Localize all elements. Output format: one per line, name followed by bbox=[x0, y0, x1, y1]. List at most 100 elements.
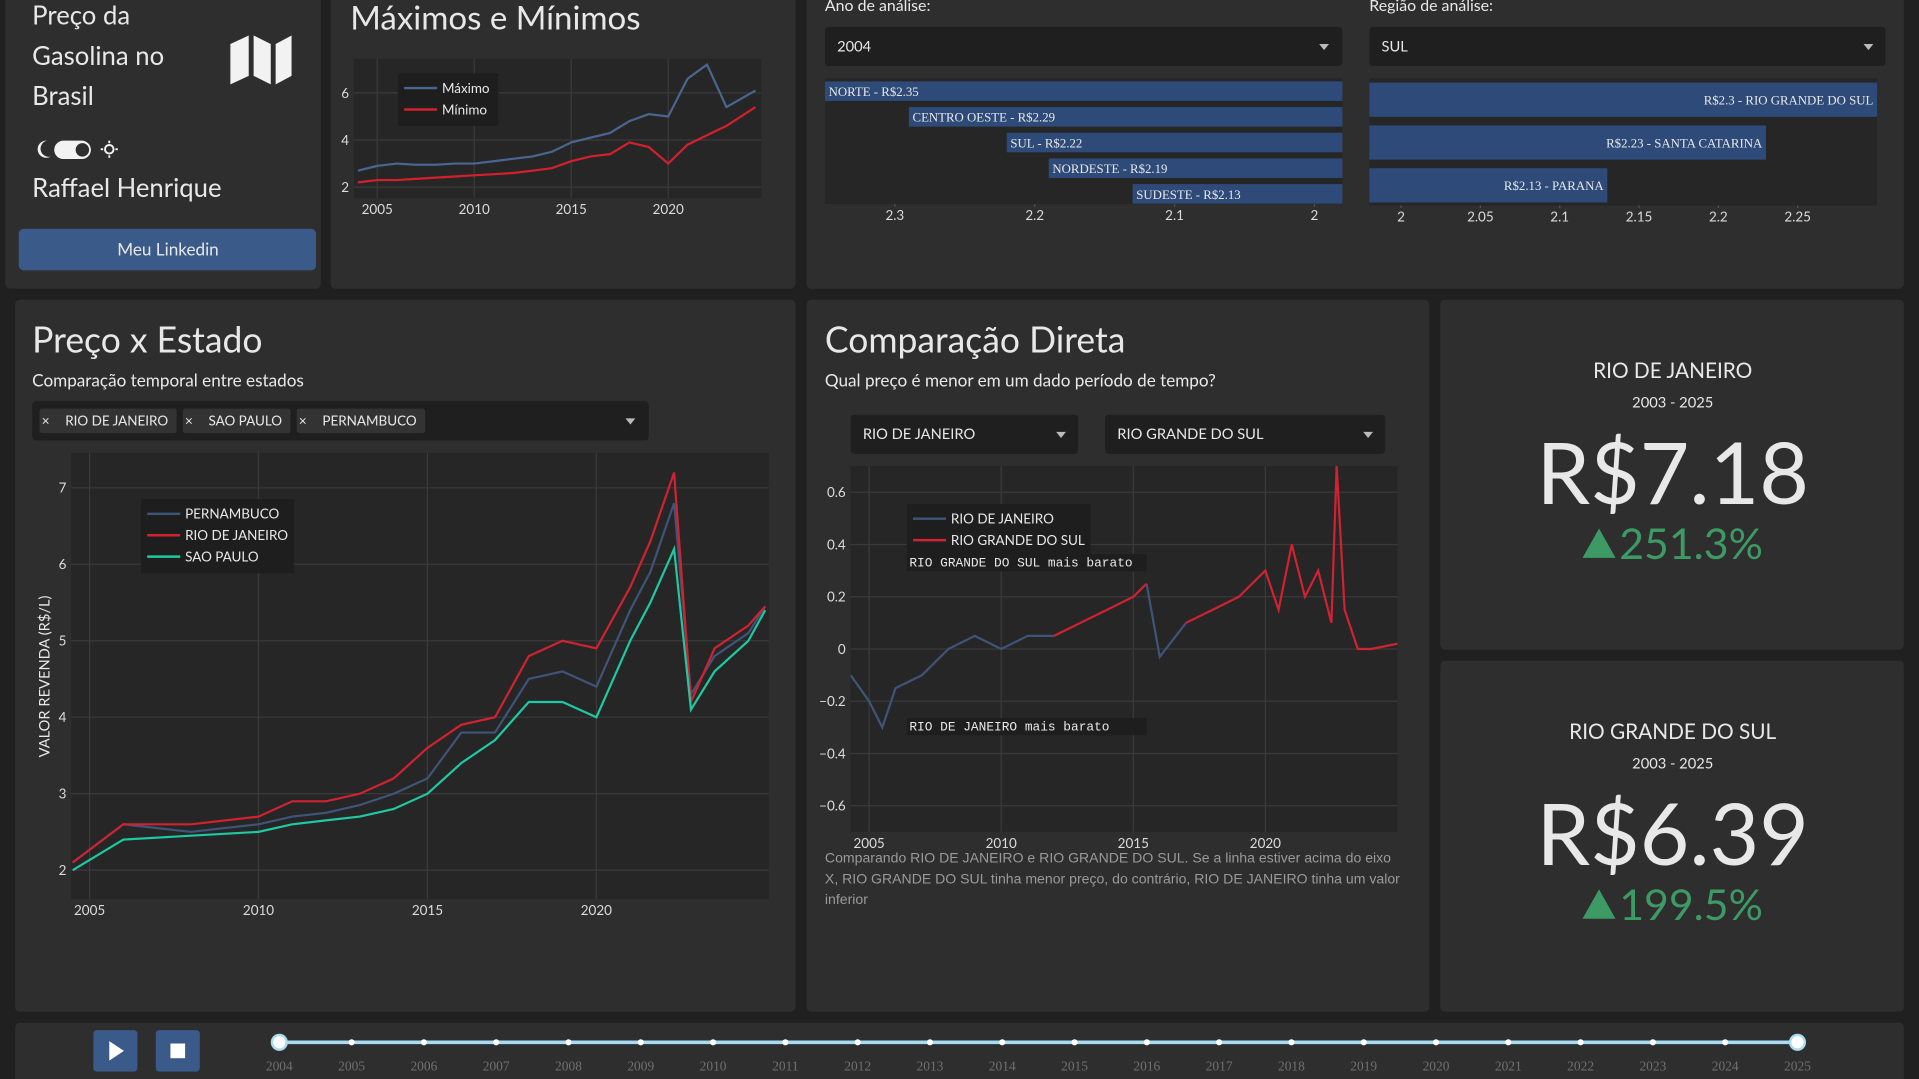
slider-dot bbox=[854, 1039, 861, 1046]
y-tick-label: 4 bbox=[341, 132, 349, 148]
slider-dot bbox=[565, 1039, 572, 1046]
slider-label: 2008 bbox=[555, 1058, 582, 1073]
bar-label: SUDESTE - R$2.13 bbox=[1136, 188, 1240, 202]
caret bbox=[1056, 431, 1066, 438]
series-line bbox=[1053, 466, 1398, 651]
moon-icon bbox=[37, 140, 51, 158]
slider-dot bbox=[1360, 1039, 1367, 1046]
series-line bbox=[357, 106, 757, 184]
app-title: Gasolina no bbox=[32, 41, 164, 71]
chip bbox=[39, 408, 177, 434]
card-change: 199.5% bbox=[1619, 879, 1763, 930]
caret bbox=[1863, 44, 1874, 51]
slider-label: 2007 bbox=[483, 1058, 510, 1073]
x-tick-label: 2015 bbox=[412, 902, 443, 918]
slider-dot bbox=[348, 1039, 355, 1046]
card-panel bbox=[1440, 660, 1904, 1012]
legend-label: RIO GRANDE DO SUL bbox=[951, 532, 1085, 548]
slider-dot bbox=[493, 1039, 500, 1046]
note-box: Comparando RIO DE JANEIRO e RIO GRANDE D… bbox=[824, 851, 1400, 908]
slider-label: 2009 bbox=[627, 1058, 654, 1073]
bar bbox=[1369, 125, 1766, 160]
slider-dot bbox=[420, 1039, 427, 1046]
annotation: RIO GRANDE DO SUL mais barato bbox=[909, 555, 1132, 570]
x-tick-label: 2020 bbox=[1250, 835, 1281, 851]
bar bbox=[1369, 168, 1608, 203]
legend-label: RIO DE JANEIRO bbox=[185, 527, 288, 543]
slider-dot bbox=[1216, 1039, 1223, 1046]
annotation-bg bbox=[906, 554, 1147, 572]
card-price: R$7.18 bbox=[1536, 420, 1809, 523]
slider-label: 2011 bbox=[772, 1058, 798, 1073]
dropdown-value: 2004 bbox=[837, 38, 872, 55]
y-tick-label: −0.6 bbox=[819, 798, 846, 814]
slider-dot bbox=[1649, 1039, 1656, 1046]
x-tick-label: 2020 bbox=[653, 201, 684, 217]
y-tick-label: 0.2 bbox=[827, 589, 846, 605]
legend-label: SAO PAULO bbox=[185, 549, 259, 565]
annotation-bg bbox=[906, 718, 1147, 736]
slider-label: 2023 bbox=[1639, 1058, 1666, 1073]
y-tick-label: 2 bbox=[59, 862, 67, 878]
card-change: 251.3% bbox=[1619, 518, 1763, 569]
x-tick-label: 2005 bbox=[74, 902, 105, 918]
bar bbox=[824, 81, 1343, 101]
slider-label: 2013 bbox=[917, 1058, 944, 1073]
x-tick-label: 2010 bbox=[243, 902, 274, 918]
slider-dot bbox=[999, 1039, 1006, 1046]
slider-label: 2017 bbox=[1206, 1058, 1233, 1073]
y-tick-label: 0.6 bbox=[827, 484, 846, 500]
slider-label: 2024 bbox=[1712, 1058, 1739, 1073]
y-tick-label: 0.4 bbox=[827, 536, 846, 552]
slider-dot bbox=[710, 1039, 717, 1046]
slider-label: 2020 bbox=[1423, 1058, 1450, 1073]
legend-label: PERNAMBUCO bbox=[185, 506, 279, 522]
bar bbox=[1132, 184, 1343, 204]
chip bbox=[296, 408, 426, 434]
slider-handle bbox=[1788, 1033, 1807, 1051]
y-tick-label: 5 bbox=[59, 633, 67, 649]
slider-dot bbox=[1505, 1039, 1512, 1046]
chart-subtitle: Comparação temporal entre estados bbox=[32, 370, 304, 391]
slider-panel bbox=[15, 1022, 1904, 1079]
card-state: RIO DE JANEIRO bbox=[1593, 358, 1752, 383]
toggle-knob bbox=[75, 143, 90, 157]
comparison-note: Comparando RIO DE JANEIRO e RIO GRANDE D… bbox=[824, 851, 1400, 908]
legend-label: Mínimo bbox=[442, 101, 487, 117]
ranking-panel bbox=[806, 0, 1904, 289]
bar-label: SUL - R$2.22 bbox=[1010, 136, 1082, 150]
bar-label: R$2.23 - SANTA CATARINA bbox=[1606, 136, 1763, 150]
bar-label: CENTRO OESTE - R$2.29 bbox=[913, 111, 1056, 125]
slider-label: 2019 bbox=[1350, 1058, 1377, 1073]
region-dropdown[interactable] bbox=[1369, 26, 1886, 67]
slider-label: 2025 bbox=[1784, 1058, 1811, 1073]
compare-dropdown[interactable] bbox=[850, 414, 1079, 454]
slider-dot bbox=[1071, 1039, 1078, 1046]
caret bbox=[1319, 44, 1329, 51]
slider-label: 2021 bbox=[1495, 1058, 1522, 1073]
chip-label: SAO PAULO bbox=[209, 413, 283, 429]
card-panel bbox=[1440, 299, 1904, 650]
slider-label: 2005 bbox=[338, 1058, 365, 1073]
year-dropdown[interactable] bbox=[824, 26, 1343, 67]
x-tick-label: 2.1 bbox=[1165, 207, 1184, 223]
x-tick-label: 2.2 bbox=[1025, 207, 1044, 223]
compare-dropdown[interactable] bbox=[1105, 414, 1386, 454]
bar bbox=[1048, 158, 1343, 178]
linkedin-button[interactable] bbox=[18, 228, 317, 271]
up-arrow bbox=[1582, 889, 1616, 919]
map-icon bbox=[230, 35, 292, 85]
y-tick-label: 6 bbox=[59, 556, 67, 572]
app-title: Preço da bbox=[32, 0, 130, 30]
bar bbox=[908, 107, 1343, 127]
bar bbox=[1369, 82, 1878, 117]
slider-dot bbox=[637, 1039, 644, 1046]
play-icon bbox=[109, 1041, 124, 1061]
x-tick-label: 2015 bbox=[1118, 835, 1149, 851]
bar bbox=[1006, 132, 1343, 153]
bar-label: NORTE - R$2.35 bbox=[829, 85, 919, 99]
annotation: RIO DE JANEIRO mais barato bbox=[909, 719, 1109, 734]
chart-title: Comparação Direta bbox=[825, 317, 1125, 360]
slider-label: 2015 bbox=[1061, 1058, 1088, 1073]
filter-label: Ano de análise: bbox=[825, 0, 930, 15]
